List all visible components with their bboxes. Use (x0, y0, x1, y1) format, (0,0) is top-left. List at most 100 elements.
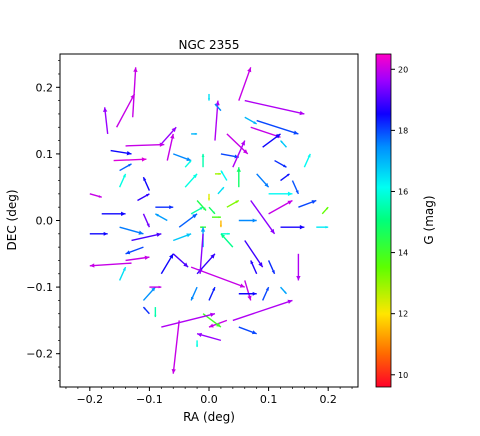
colorbar-tick-label: 18 (398, 126, 408, 135)
vector-arrow (116, 93, 136, 128)
vector-arrow (89, 262, 132, 268)
vector-arrow (279, 140, 288, 148)
vector-arrow (198, 233, 204, 274)
colorbar-label: G (mag) (422, 195, 436, 244)
y-tick-label: 0.2 (36, 81, 54, 94)
vector-arrow (238, 67, 252, 101)
vector-arrow (190, 286, 198, 301)
y-tick-label: −0.2 (26, 348, 53, 361)
plot-frame (59, 53, 359, 388)
vector-arrow (316, 225, 329, 229)
vector-arrow (296, 253, 301, 281)
vector-arrow (220, 170, 228, 181)
vector-arrow (207, 93, 211, 101)
vector-arrow (208, 286, 216, 301)
vector-arrow (232, 299, 293, 322)
vector-arrow (101, 211, 126, 217)
vector-arrow (280, 173, 290, 182)
x-tick-label: 0.1 (260, 393, 278, 406)
vector-arrow (118, 266, 127, 281)
vector-arrow (226, 199, 240, 208)
vector-arrow (219, 220, 223, 228)
vector-arrow (113, 157, 147, 162)
vector-arrow (220, 232, 230, 235)
vector-arrow (250, 260, 258, 275)
vector-arrow (131, 232, 162, 242)
vector-arrow (172, 153, 192, 162)
colorbar: 20 18 16 14 12 10 G (mag) (375, 53, 436, 388)
vector-arrow (268, 191, 293, 197)
vector-arrow (321, 206, 329, 215)
vector-arrow (298, 199, 317, 208)
vector-arrow (244, 116, 258, 125)
vector-arrow (184, 173, 198, 188)
vector-arrow (236, 167, 241, 188)
vector-arrow (149, 285, 162, 289)
vector-arrow (142, 213, 151, 228)
y-tick-label: 0.1 (36, 148, 54, 161)
vector-arrow (303, 153, 311, 168)
vector-arrow (171, 320, 180, 374)
vector-arrow (110, 149, 132, 156)
vector-arrow (161, 312, 216, 328)
plot-area: −0.2 −0.1 0.0 0.1 0.2 0.2 0.1 0.0 −0.1 −0.2 (26, 53, 359, 406)
vector-arrow (226, 133, 249, 155)
vector-arrow (142, 286, 156, 301)
vector-arrow (166, 133, 175, 161)
vector-arrow (155, 213, 168, 222)
vector-arrow (184, 160, 192, 168)
vector-arrow (250, 200, 276, 235)
vector-arrow (172, 253, 189, 268)
vector-arrow (232, 140, 246, 168)
vector-arrow (244, 240, 264, 268)
vector-arrow (119, 163, 132, 172)
vector-arrow (220, 233, 234, 248)
y-axis-label: DEC (deg) (5, 190, 19, 251)
colorbar-gradient (375, 53, 392, 388)
vector-arrow (267, 260, 276, 275)
vector-arrow (125, 255, 150, 262)
vector-arrow (279, 286, 288, 295)
vector-arrow (191, 132, 198, 136)
x-tick-label: 0.2 (319, 393, 337, 406)
vector-arrow (137, 193, 150, 202)
y-axis-ticks: 0.2 0.1 0.0 −0.1 −0.2 (26, 60, 60, 381)
vector-arrow (196, 332, 222, 342)
vector-arrow (238, 326, 257, 335)
vector-arrow (238, 218, 257, 223)
vector-arrow (172, 233, 192, 242)
vector-arrow (118, 173, 127, 188)
colorbar-tick-label: 10 (398, 371, 408, 380)
x-tick-label: 0.0 (200, 393, 218, 406)
proper-motion-vectors (89, 67, 329, 374)
vector-arrow (89, 231, 108, 236)
x-axis-label: RA (deg) (183, 410, 235, 424)
vector-arrow (262, 286, 270, 301)
vector-arrow (256, 173, 270, 188)
vector-arrow (160, 126, 177, 145)
vector-arrow (214, 172, 221, 175)
vector-arrow (238, 291, 257, 296)
vector-arrow (103, 107, 109, 134)
colorbar-tick-label: 14 (398, 249, 408, 258)
vector-arrow (244, 99, 305, 116)
vector-arrow (211, 216, 221, 219)
vector-arrow (190, 206, 204, 215)
vector-arrow (89, 193, 102, 198)
vector-arrow (125, 142, 165, 147)
colorbar-ticks: 20 18 16 14 12 10 (391, 65, 408, 380)
vector-arrow (125, 246, 144, 255)
colorbar-tick-label: 12 (398, 310, 408, 319)
vector-arrow (160, 253, 174, 275)
vector-arrow (274, 159, 287, 168)
vector-arrow (142, 176, 151, 191)
vector-arrow (207, 193, 211, 201)
vector-arrow (208, 206, 216, 215)
vector-arrow (268, 199, 293, 215)
vector-arrow (132, 67, 138, 118)
vector-arrow (217, 186, 225, 195)
vector-arrow (244, 280, 252, 301)
x-tick-label: −0.1 (136, 393, 163, 406)
vector-arrow (155, 205, 174, 210)
